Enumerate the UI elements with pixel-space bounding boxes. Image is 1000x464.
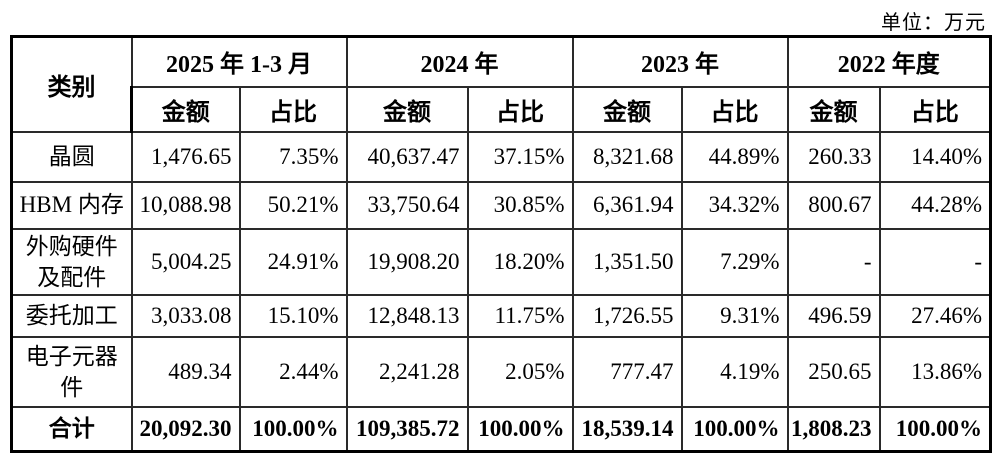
ratio-cell: 34.32% — [680, 180, 789, 230]
ratio-cell: 100.00% — [680, 405, 789, 454]
row-label: 晶圆 — [10, 130, 133, 183]
header-period-2025q1: 2025 年 1-3 月 — [130, 35, 348, 88]
amount-cell: 8,321.68 — [571, 130, 683, 183]
amount-cell: 18,539.14 — [571, 405, 683, 454]
ratio-cell: 50.21% — [238, 180, 348, 230]
subheader-amount: 金额 — [571, 85, 683, 133]
ratio-cell: 37.15% — [466, 130, 574, 183]
amount-cell: 10,088.98 — [130, 180, 241, 230]
amount-cell: - — [786, 227, 881, 296]
amount-cell: 496.59 — [786, 293, 881, 338]
header-period-2022: 2022 年度 — [786, 35, 992, 88]
row-label: 外购硬件及配件 — [10, 227, 133, 296]
amount-cell: 12,848.13 — [345, 293, 469, 338]
ratio-cell: 100.00% — [878, 405, 992, 454]
amount-cell: 33,750.64 — [345, 180, 469, 230]
subheader-ratio: 占比 — [878, 85, 992, 133]
row-label: 电子元器件 — [10, 335, 133, 408]
row-label: 合计 — [10, 405, 133, 454]
ratio-cell: 24.91% — [238, 227, 348, 296]
row-label: HBM 内存 — [10, 180, 133, 230]
amount-cell: 489.34 — [130, 335, 241, 408]
header-period-2024: 2024 年 — [345, 35, 574, 88]
amount-cell: 1,351.50 — [571, 227, 683, 296]
subheader-ratio: 占比 — [466, 85, 574, 133]
amount-cell: 800.67 — [786, 180, 881, 230]
amount-cell: 40,637.47 — [345, 130, 469, 183]
ratio-cell: 100.00% — [466, 405, 574, 454]
amount-cell: 20,092.30 — [130, 405, 241, 454]
amount-cell: 777.47 — [571, 335, 683, 408]
amount-cell: 1,808.23 — [786, 405, 881, 454]
amount-cell: 19,908.20 — [345, 227, 469, 296]
header-row-subheaders: 金额 占比 金额 占比 金额 占比 金额 占比 — [12, 85, 992, 133]
amount-cell: 260.33 — [786, 130, 881, 183]
ratio-cell: 14.40% — [878, 130, 992, 183]
ratio-cell: 100.00% — [238, 405, 348, 454]
row-label: 委托加工 — [10, 293, 133, 338]
amount-cell: 109,385.72 — [345, 405, 469, 454]
table-row-total: 合计 20,092.30 100.00% 109,385.72 100.00% … — [10, 405, 992, 454]
subheader-ratio: 占比 — [238, 85, 348, 133]
amount-cell: 5,004.25 — [130, 227, 241, 296]
amount-cell: 1,476.65 — [130, 130, 241, 183]
ratio-cell: 18.20% — [466, 227, 574, 296]
amount-cell: 250.65 — [786, 335, 881, 408]
table-row-purchased-hardware: 外购硬件及配件 5,004.25 24.91% 19,908.20 18.20%… — [10, 227, 992, 296]
ratio-cell: 15.10% — [238, 293, 348, 338]
ratio-cell: 44.89% — [680, 130, 789, 183]
ratio-cell: 13.86% — [878, 335, 992, 408]
amount-cell: 6,361.94 — [571, 180, 683, 230]
unit-label: 单位：万元 — [881, 12, 986, 34]
table-row-electronic-components: 电子元器件 489.34 2.44% 2,241.28 2.05% 777.47… — [10, 335, 992, 408]
amount-cell: 2,241.28 — [345, 335, 469, 408]
table-row-commissioned-processing: 委托加工 3,033.08 15.10% 12,848.13 11.75% 1,… — [10, 293, 992, 338]
ratio-cell: 7.35% — [238, 130, 348, 183]
header-period-2023: 2023 年 — [571, 35, 789, 88]
subheader-ratio: 占比 — [680, 85, 789, 133]
ratio-cell: 27.46% — [878, 293, 992, 338]
table-row-hbm-memory: HBM 内存 10,088.98 50.21% 33,750.64 30.85%… — [10, 180, 992, 230]
ratio-cell: 9.31% — [680, 293, 789, 338]
header-row-periods: 类别 2025 年 1-3 月 2024 年 2023 年 2022 年度 — [10, 35, 992, 133]
subheader-amount: 金额 — [786, 85, 881, 133]
ratio-cell: 11.75% — [466, 293, 574, 338]
ratio-cell: 44.28% — [878, 180, 992, 230]
subheader-amount: 金额 — [345, 85, 469, 133]
ratio-cell: 30.85% — [466, 180, 574, 230]
ratio-cell: 2.44% — [238, 335, 348, 408]
ratio-cell: 2.05% — [466, 335, 574, 408]
ratio-cell: - — [878, 227, 992, 296]
table-row-wafer: 晶圆 1,476.65 7.35% 40,637.47 37.15% 8,321… — [10, 130, 992, 183]
ratio-cell: 7.29% — [680, 227, 789, 296]
header-category: 类别 — [10, 35, 133, 133]
amount-cell: 3,033.08 — [130, 293, 241, 338]
ratio-cell: 4.19% — [680, 335, 789, 408]
subheader-amount: 金额 — [130, 85, 241, 133]
cost-composition-table: 类别 2025 年 1-3 月 2024 年 2023 年 2022 年度 金额… — [10, 35, 992, 454]
amount-cell: 1,726.55 — [571, 293, 683, 338]
